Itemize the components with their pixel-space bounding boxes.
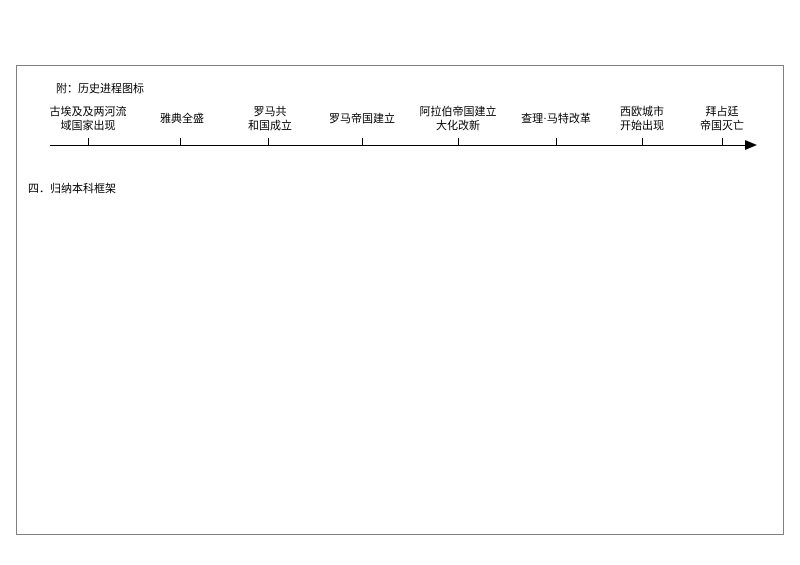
timeline-event-label: 罗马帝国建立 (329, 112, 395, 126)
event-line1: 古埃及及两河流 (50, 106, 127, 118)
timeline-tick (556, 138, 557, 146)
timeline-event-label: 阿拉伯帝国建立 大化改新 (420, 105, 497, 134)
timeline-event-label: 罗马共 和国成立 (248, 105, 292, 134)
section-heading: 四．归纳本科框架 (28, 180, 116, 196)
timeline-tick (642, 138, 643, 146)
event-line1: 拜占廷 (706, 106, 739, 118)
event-line1: 罗马共 (254, 106, 287, 118)
timeline-event-label: 西欧城市 开始出现 (620, 105, 664, 134)
event-line1: 查理·马特改革 (521, 113, 591, 125)
timeline-event-label: 雅典全盛 (160, 112, 204, 126)
timeline-tick (458, 138, 459, 146)
event-line2: 和国成立 (248, 120, 292, 132)
timeline-container: 古埃及及两河流 域国家出现 雅典全盛 罗马共 和国成立 罗马帝国建立 阿拉伯帝国… (40, 100, 760, 180)
arrow-right-icon (745, 140, 757, 150)
timeline-tick (268, 138, 269, 146)
event-line1: 雅典全盛 (160, 113, 204, 125)
timeline-tick (180, 138, 181, 146)
timeline-event-label: 拜占廷 帝国灭亡 (700, 105, 744, 134)
event-line1: 阿拉伯帝国建立 (420, 106, 497, 118)
timeline-event-label: 古埃及及两河流 域国家出现 (50, 105, 127, 134)
event-line2: 域国家出现 (61, 120, 116, 132)
event-line2: 大化改新 (436, 120, 480, 132)
event-line1: 罗马帝国建立 (329, 113, 395, 125)
timeline-event-label: 查理·马特改革 (521, 112, 591, 126)
header-text: 附：历史进程图标 (56, 80, 144, 96)
event-line2: 开始出现 (620, 120, 664, 132)
event-line2: 帝国灭亡 (700, 120, 744, 132)
timeline-tick (88, 138, 89, 146)
timeline-tick (362, 138, 363, 146)
timeline-tick (722, 138, 723, 146)
event-line1: 西欧城市 (620, 106, 664, 118)
timeline-axis-line (50, 145, 750, 146)
